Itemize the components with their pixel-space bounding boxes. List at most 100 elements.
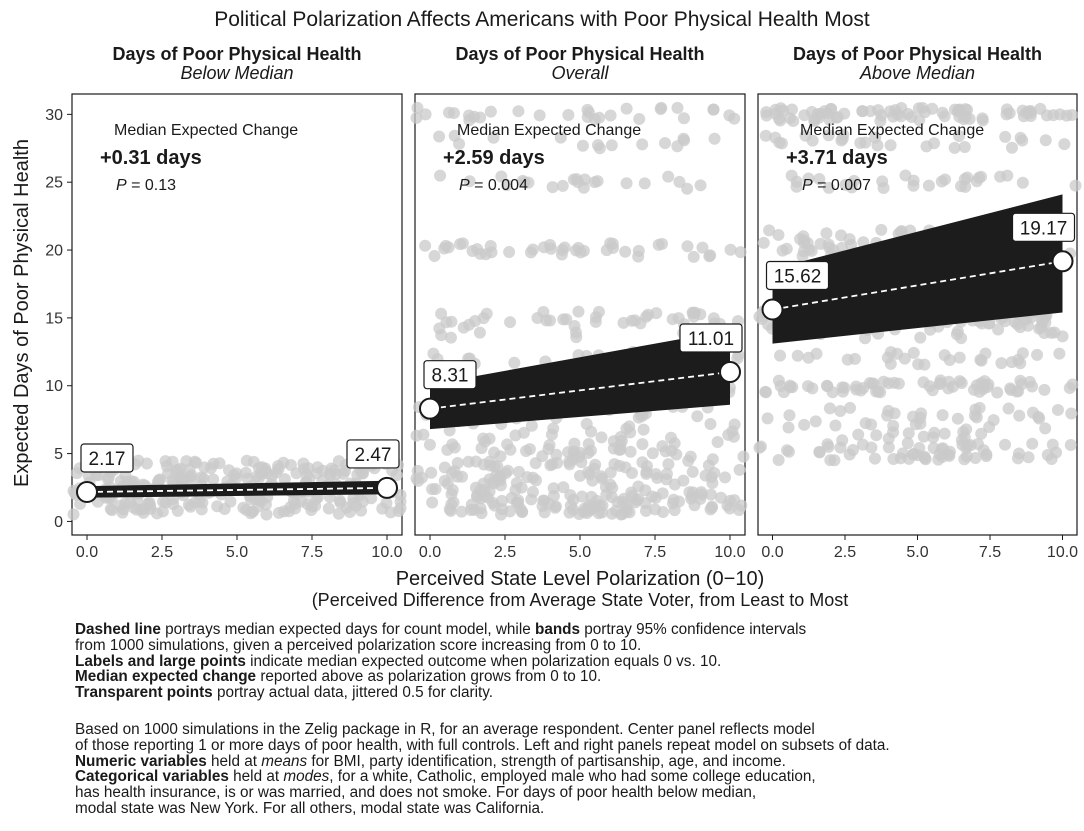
data-point	[1039, 134, 1052, 147]
data-point	[958, 453, 971, 466]
data-point	[491, 460, 504, 473]
data-point	[571, 176, 584, 189]
data-point	[585, 490, 598, 503]
data-point	[787, 114, 800, 127]
data-point	[831, 111, 844, 124]
data-point	[728, 112, 741, 125]
panel-subtitle: Below Median	[180, 63, 293, 83]
data-point	[943, 354, 956, 367]
notes-means: means	[261, 752, 308, 770]
data-point	[488, 446, 501, 459]
median-point-start	[761, 298, 784, 321]
data-point	[841, 353, 854, 366]
data-point	[434, 169, 447, 182]
data-point	[884, 346, 897, 359]
data-point	[620, 177, 633, 190]
data-point	[1016, 176, 1029, 189]
data-point	[595, 506, 608, 519]
data-point	[825, 102, 838, 115]
data-point	[504, 316, 517, 329]
data-point	[438, 461, 451, 474]
data-point	[969, 451, 982, 464]
data-point	[619, 245, 632, 258]
data-point	[595, 470, 608, 483]
data-point	[542, 442, 555, 455]
data-point	[616, 508, 629, 521]
data-point	[991, 386, 1004, 399]
data-point	[171, 504, 184, 517]
endpoint-label-box	[679, 323, 743, 353]
data-point	[549, 501, 562, 514]
data-point	[922, 179, 935, 192]
data-point	[836, 132, 849, 145]
data-point	[576, 139, 589, 152]
data-point	[686, 465, 699, 478]
data-point	[448, 465, 461, 478]
data-point	[469, 455, 482, 468]
data-point	[955, 332, 968, 345]
data-point	[419, 108, 432, 121]
data-point	[585, 425, 598, 438]
data-point	[733, 503, 746, 516]
data-point	[509, 429, 522, 442]
notes-text: reported above as polarization grows fro…	[256, 668, 602, 686]
data-point	[446, 484, 459, 497]
data-point	[822, 129, 835, 142]
data-point	[928, 137, 941, 150]
data-point	[809, 415, 822, 428]
data-point	[484, 105, 497, 118]
data-point	[604, 109, 617, 122]
data-point	[763, 224, 776, 237]
data-point	[1033, 322, 1046, 335]
data-point	[183, 463, 196, 476]
data-point	[426, 496, 439, 509]
data-point	[1022, 451, 1035, 464]
data-point	[230, 472, 243, 485]
data-point	[810, 347, 823, 360]
data-point	[896, 447, 909, 460]
chart: Days of Poor Physical Health Below Median…	[11, 44, 1082, 610]
data-point	[753, 441, 766, 454]
data-point	[1066, 108, 1079, 121]
data-point	[575, 490, 588, 503]
p-symbol: P	[459, 177, 470, 194]
data-point	[662, 170, 675, 183]
data-point	[438, 474, 451, 487]
data-point	[733, 463, 746, 476]
data-point	[798, 418, 811, 431]
data-point	[159, 455, 172, 468]
data-point	[640, 467, 653, 480]
data-point	[707, 103, 720, 116]
data-point	[973, 385, 986, 398]
data-point	[821, 380, 834, 393]
y-tick-label: 15	[45, 310, 63, 327]
panel-title: Days of Poor Physical Health	[455, 44, 704, 64]
data-point	[649, 468, 662, 481]
data-point	[207, 473, 220, 486]
x-tick-label: 10.0	[714, 544, 745, 561]
data-point	[604, 478, 617, 491]
data-point	[942, 382, 955, 395]
data-point	[508, 356, 521, 369]
data-point	[719, 471, 732, 484]
data-point	[483, 432, 496, 445]
endpoint-label-box	[1011, 212, 1076, 242]
data-point	[309, 499, 322, 512]
data-point	[667, 497, 680, 510]
data-point	[637, 423, 650, 436]
data-point	[466, 244, 479, 257]
data-point	[384, 506, 397, 519]
p-value: = 0.004	[470, 177, 528, 194]
data-point	[518, 176, 531, 189]
data-point	[297, 457, 310, 470]
median-point-start	[419, 397, 441, 420]
annotation-heading: Median Expected Change	[800, 122, 984, 139]
data-point	[620, 102, 633, 115]
data-point	[646, 447, 659, 460]
data-point	[1063, 381, 1076, 394]
data-point	[322, 502, 335, 515]
data-point	[543, 314, 556, 327]
data-point	[848, 174, 861, 187]
x-tick-label: 7.5	[644, 544, 666, 561]
